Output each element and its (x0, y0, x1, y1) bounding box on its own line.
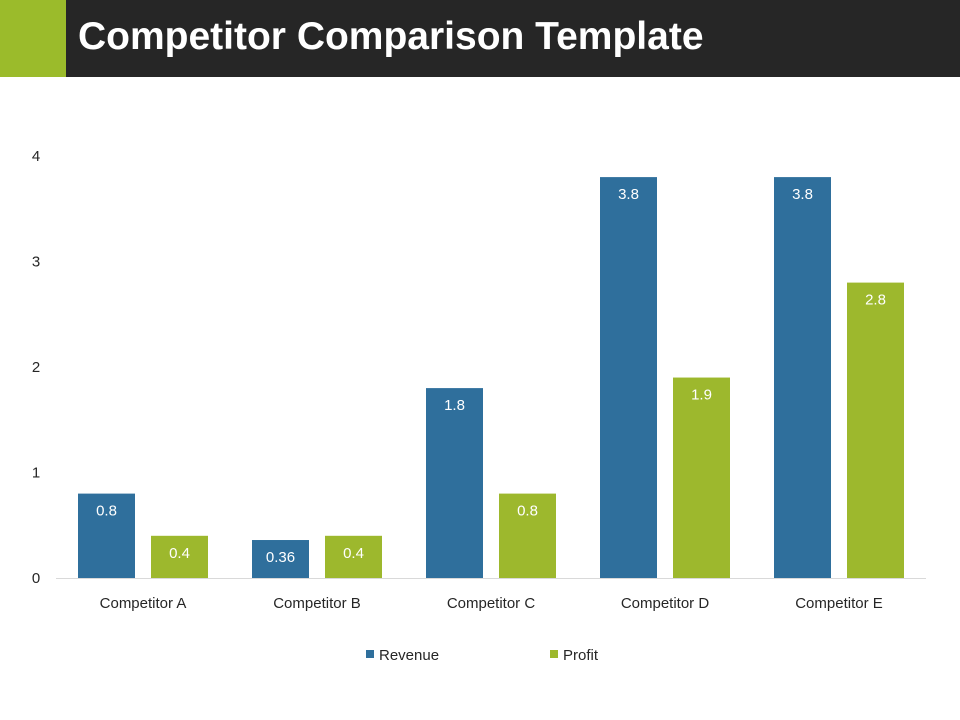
data-label-revenue-competitor-e: 3.8 (792, 186, 813, 203)
x-tick-label: Competitor E (795, 595, 883, 612)
bar-revenue-competitor-b (252, 540, 309, 578)
data-label-revenue-competitor-c: 1.8 (444, 397, 465, 414)
x-tick-label: Competitor D (621, 595, 710, 612)
bar-profit-competitor-e (847, 282, 904, 578)
legend-label-profit: Profit (563, 647, 599, 664)
data-label-profit-competitor-d: 1.9 (691, 387, 712, 404)
y-tick-label: 1 (32, 465, 40, 482)
data-label-profit-competitor-b: 0.4 (343, 545, 364, 562)
data-label-revenue-competitor-d: 3.8 (618, 186, 639, 203)
x-tick-label: Competitor B (273, 595, 361, 612)
bar-revenue-competitor-c (426, 388, 483, 578)
data-label-profit-competitor-c: 0.8 (517, 503, 538, 520)
bar-revenue-competitor-e (774, 177, 831, 578)
y-tick-label: 4 (32, 148, 40, 165)
y-tick-label: 0 (32, 570, 40, 587)
bar-revenue-competitor-d (600, 177, 657, 578)
y-tick-label: 3 (32, 254, 40, 271)
y-axis-labels: 0 1 2 3 4 (32, 148, 40, 587)
slide-title: Competitor Comparison Template (78, 15, 704, 58)
data-label-profit-competitor-e: 2.8 (865, 292, 886, 309)
bar-profit-competitor-b (325, 535, 382, 578)
x-axis-labels: Competitor A Competitor B Competitor C Comp… (100, 595, 883, 612)
data-label-revenue-competitor-a: 0.8 (96, 503, 117, 520)
legend: Revenue Profit (366, 647, 599, 664)
bar-revenue-competitor-a (78, 493, 135, 578)
bar-profit-competitor-a (151, 535, 208, 578)
slide-header: Competitor Comparison Template (0, 0, 960, 77)
legend-swatch-profit (550, 650, 558, 658)
bar-profit-competitor-d (673, 377, 730, 578)
bars (78, 177, 904, 578)
data-labels: 0.8 0.36 1.8 3.8 3.8 0.4 0.4 0.8 1.9 2.8 (96, 186, 886, 566)
data-label-profit-competitor-a: 0.4 (169, 545, 190, 562)
bar-profit-competitor-c (499, 493, 556, 578)
x-tick-label: Competitor A (100, 595, 187, 612)
data-label-revenue-competitor-b: 0.36 (266, 549, 295, 566)
y-tick-label: 2 (32, 359, 40, 376)
accent-block (0, 0, 66, 77)
x-tick-label: Competitor C (447, 595, 536, 612)
legend-swatch-revenue (366, 650, 374, 658)
legend-label-revenue: Revenue (379, 647, 439, 664)
